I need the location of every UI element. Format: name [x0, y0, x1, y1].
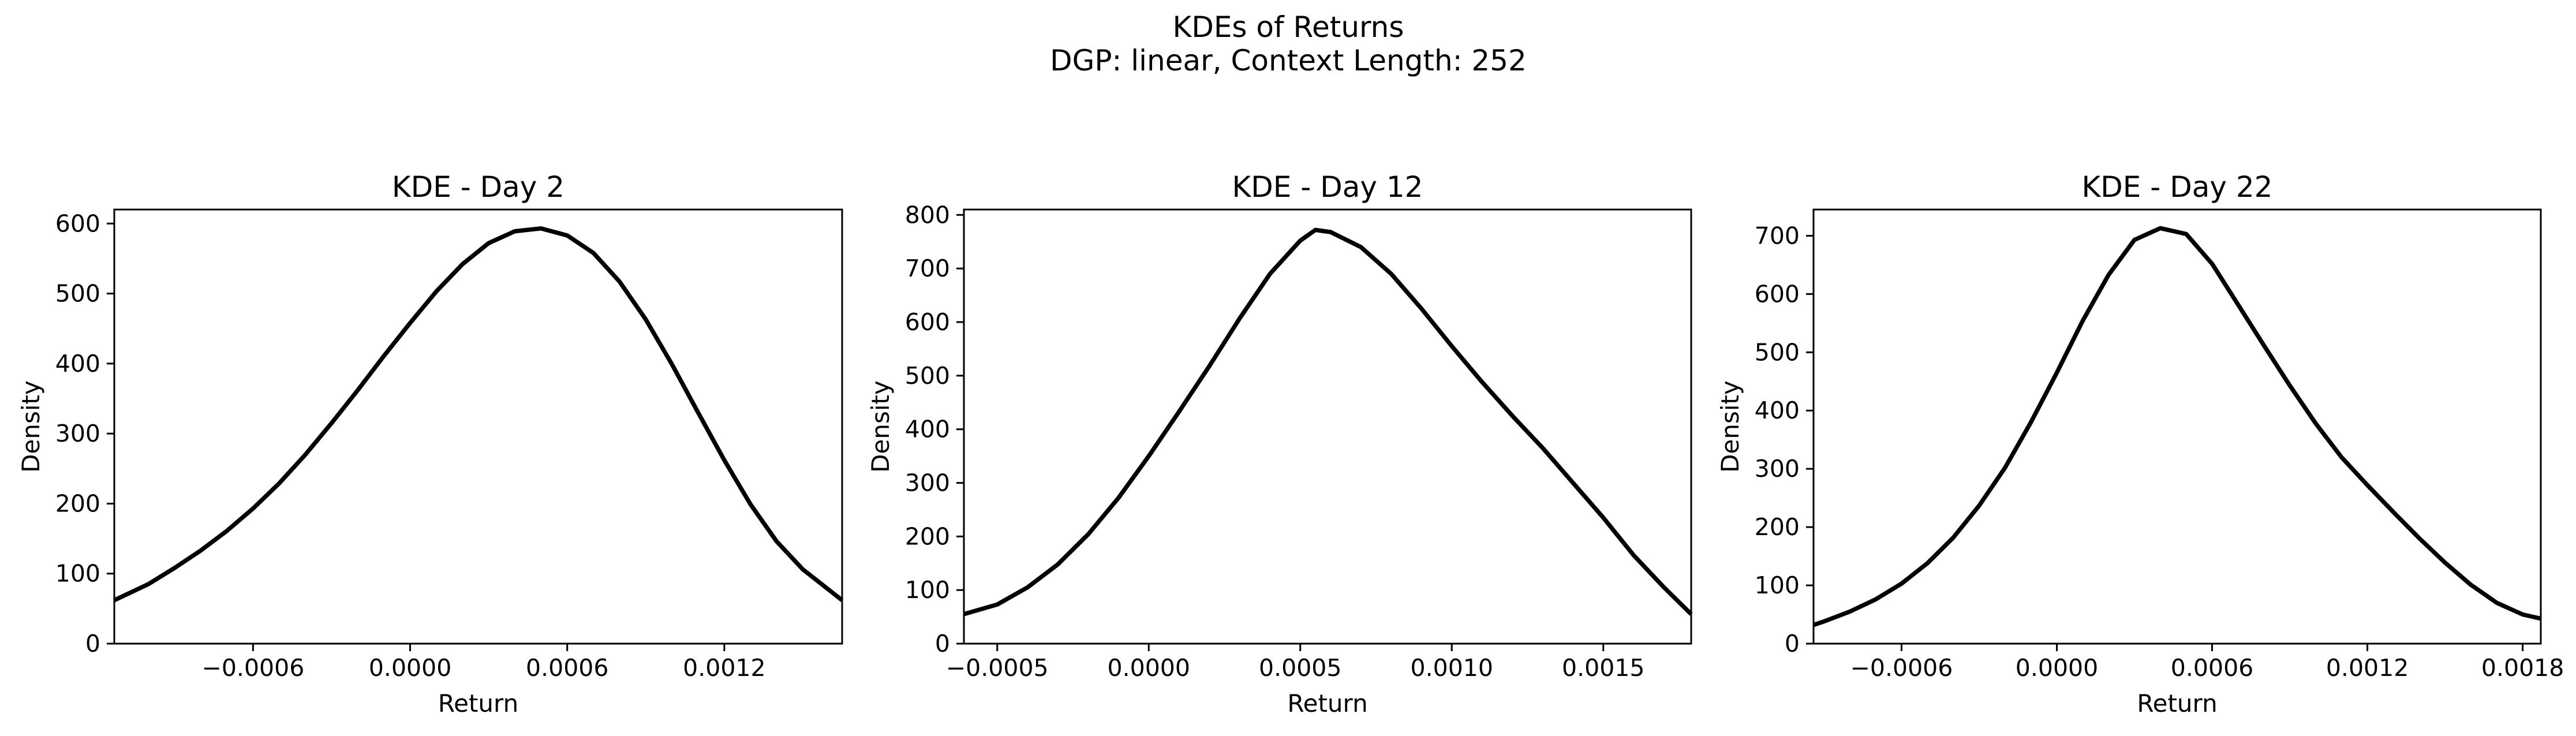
- plot-frame: [113, 208, 843, 645]
- y-tick-label: 200: [1755, 513, 1800, 541]
- x-tick-label: −0.0005: [946, 654, 1049, 682]
- y-tick-label: 300: [905, 469, 950, 496]
- y-tick-label: 100: [1755, 571, 1800, 599]
- y-axis-label: Density: [866, 380, 895, 473]
- x-tick-label: 0.0000: [1108, 654, 1190, 682]
- x-axis-label: Return: [2137, 689, 2217, 718]
- y-tick-label: 700: [1755, 222, 1800, 249]
- y-tick-label: 400: [1755, 397, 1800, 424]
- subplot-3: KDE - Day 22 −0.0006 0.0000 0.0006 0.0012 0.0…: [1716, 170, 2564, 718]
- x-tick-label: 0.0015: [1562, 654, 1644, 682]
- x-tick-label: 0.0018: [2481, 654, 2564, 682]
- x-tick-label: 0.0012: [683, 654, 765, 682]
- y-tick-label: 200: [905, 522, 950, 550]
- x-tick-label: −0.0006: [201, 654, 304, 682]
- y-tick-label: 200: [55, 490, 100, 517]
- y-tick-label: 300: [55, 420, 100, 447]
- y-tick-label: 0: [1785, 630, 1800, 657]
- y-tick-label: 600: [55, 210, 100, 237]
- plot-frame: [963, 208, 1692, 645]
- y-tick-label: 0: [85, 630, 100, 657]
- x-axis-label: Return: [1287, 689, 1367, 718]
- y-axis-label: Density: [17, 380, 45, 473]
- x-tick-label: 0.0005: [1259, 654, 1341, 682]
- figure-title: KDEs of Returns: [1173, 10, 1404, 44]
- subplot-title: KDE - Day 12: [1232, 170, 1423, 204]
- x-tick-label: 0.0000: [369, 654, 451, 682]
- y-tick-label: 500: [1755, 338, 1800, 366]
- y-tick-label: 100: [55, 560, 100, 588]
- subplot-1: KDE - Day 2 −0.0006 0.0000 0.0006 0.0012 0 100…: [17, 170, 844, 718]
- x-tick-label: 0.0000: [2016, 654, 2098, 682]
- x-tick-label: −0.0006: [1850, 654, 1953, 682]
- x-tick-label: 0.0006: [526, 654, 608, 682]
- y-tick-label: 800: [905, 201, 950, 229]
- kde-curve: [963, 227, 1693, 617]
- y-tick-label: 500: [905, 362, 950, 390]
- x-tick-label: 0.0012: [2326, 654, 2409, 682]
- y-tick-label: 400: [55, 350, 100, 378]
- subplots: KDE - Day 2 −0.0006 0.0000 0.0006 0.0012 0 100…: [17, 170, 2564, 718]
- y-tick-label: 600: [1755, 280, 1800, 308]
- subplot-2: KDE - Day 12 −0.0005 0.0000 0.0005 0.0010 0.0…: [866, 170, 1693, 718]
- subplot-title: KDE - Day 2: [392, 170, 564, 204]
- y-axis-label: Density: [1716, 380, 1744, 473]
- y-tick-label: 600: [905, 308, 950, 336]
- x-tick-label: 0.0006: [2171, 654, 2253, 682]
- kde-curve: [1812, 226, 2541, 627]
- y-tick-label: 700: [905, 255, 950, 282]
- plot-frame: [1812, 208, 2542, 645]
- figure-subtitle: DGP: linear, Context Length: 252: [1050, 44, 1527, 77]
- y-tick-label: 500: [55, 280, 100, 308]
- y-tick-label: 300: [1755, 455, 1800, 483]
- x-tick-label: 0.0010: [1411, 654, 1493, 682]
- subplot-title: KDE - Day 22: [2082, 170, 2273, 204]
- x-axis-label: Return: [438, 689, 518, 718]
- y-tick-label: 100: [905, 576, 950, 604]
- y-tick-label: 400: [905, 416, 950, 443]
- kde-curve: [113, 226, 844, 603]
- y-tick-label: 0: [935, 630, 950, 657]
